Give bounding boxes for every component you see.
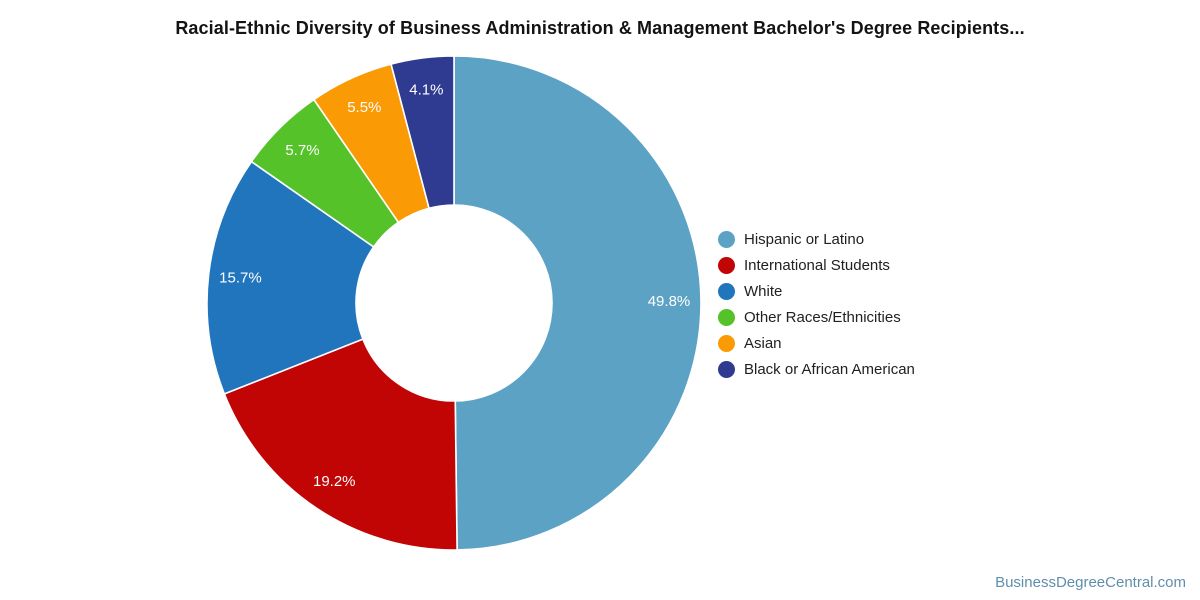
legend-swatch-icon [718, 230, 735, 248]
legend-item-other-races-ethnicities: Other Races/Ethnicities [718, 304, 915, 330]
legend-item-white: White [718, 278, 915, 304]
pie-slice-hispanic-or-latino[interactable] [453, 55, 702, 551]
legend-item-international-students: International Students [718, 252, 915, 278]
legend-item-black-or-african-american: Black or African American [718, 356, 915, 382]
slice-label-white: 15.7% [219, 270, 262, 287]
slice-label-international-students: 19.2% [313, 473, 356, 490]
pie-slice-white[interactable] [206, 160, 375, 395]
pie-slice-international-students[interactable] [223, 338, 458, 551]
legend-swatch-icon [718, 256, 735, 274]
chart-title: Racial-Ethnic Diversity of Business Admi… [175, 18, 1025, 38]
legend-item-asian: Asian [718, 330, 915, 356]
chart-legend: Hispanic or Latino International Students… [718, 226, 915, 382]
legend-label: Hispanic or Latino [744, 230, 865, 248]
slice-label-asian: 5.5% [347, 99, 381, 116]
legend-swatch-icon [718, 282, 735, 300]
legend-item-hispanic-or-latino: Hispanic or Latino [718, 226, 915, 252]
slice-label-hispanic-or-latino: 49.8% [648, 293, 691, 310]
legend-label: White [744, 282, 783, 300]
pie-slice-black-or-african-american[interactable] [390, 55, 455, 210]
legend-swatch-icon [718, 308, 735, 326]
watermark-link[interactable]: BusinessDegreeCentral.com [995, 574, 1186, 591]
legend-label: Asian [744, 334, 782, 352]
legend-swatch-icon [718, 360, 735, 378]
legend-label: Other Races/Ethnicities [744, 308, 901, 326]
legend-swatch-icon [718, 334, 735, 352]
slice-label-other-races-ethnicities: 5.7% [285, 142, 319, 159]
legend-label: Black or African American [744, 360, 915, 378]
slice-label-black-or-african-american: 4.1% [409, 81, 443, 98]
legend-label: International Students [744, 256, 890, 274]
